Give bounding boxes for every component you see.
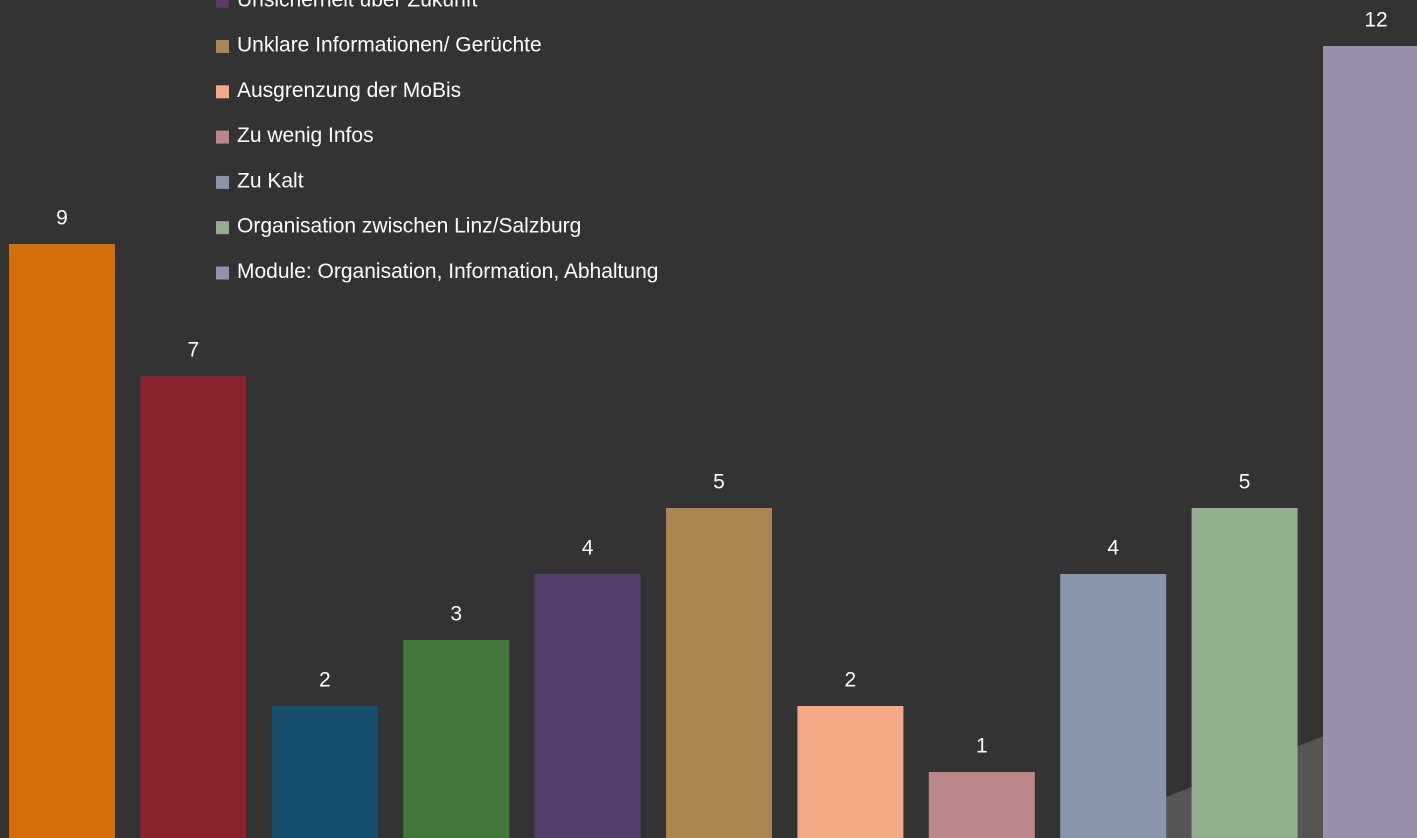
legend-label: Unklare Informationen/ Gerüchte (237, 34, 542, 57)
data-label: 4 (1107, 537, 1119, 560)
bar (1191, 508, 1298, 838)
bar (797, 706, 904, 838)
legend-marker (216, 175, 229, 189)
data-label: 1 (976, 735, 988, 758)
data-label: 4 (582, 537, 594, 560)
legend-label: Module: Organisation, Information, Abhal… (237, 260, 658, 283)
legend-label: Organisation zwischen Linz/Salzburg (237, 215, 581, 238)
legend-label: Ausgrenzung der MoBis (237, 79, 461, 102)
legend-marker (216, 0, 229, 8)
bar (271, 706, 378, 838)
data-label: 5 (713, 471, 725, 494)
bar (534, 574, 641, 838)
bar (9, 244, 115, 838)
data-label: 7 (188, 339, 200, 362)
data-label: 5 (1239, 471, 1251, 494)
bar (1060, 574, 1167, 838)
legend-label: Zu wenig Infos (237, 124, 374, 147)
bar (140, 376, 247, 838)
bar (403, 640, 510, 838)
legend-marker (216, 266, 229, 280)
bar (666, 508, 772, 838)
legend-label: Zu Kalt (237, 169, 304, 192)
data-label: 9 (56, 207, 68, 230)
data-label: 2 (845, 669, 857, 692)
legend-marker (216, 40, 229, 53)
legend-marker (216, 85, 229, 99)
data-label: 2 (319, 669, 331, 692)
legend-label: Unsicherheit über Zukunft (237, 0, 478, 11)
bar (928, 772, 1035, 838)
legend-marker (216, 130, 229, 144)
data-label: 3 (450, 603, 462, 626)
bar (1323, 46, 1417, 838)
legend-marker (216, 221, 229, 235)
data-label: 12 (1364, 9, 1387, 32)
